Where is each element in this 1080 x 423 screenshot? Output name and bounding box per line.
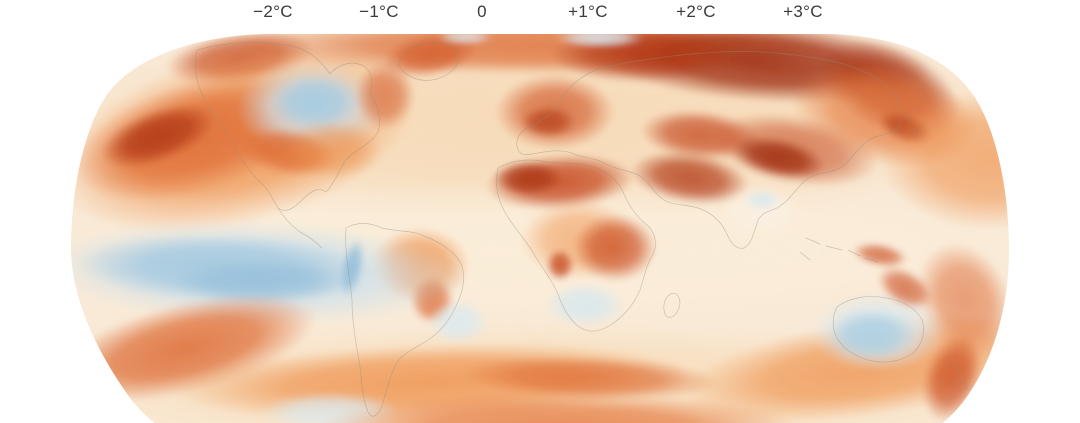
coastline-path: [663, 292, 681, 318]
anomaly-region-congo-core: [546, 249, 574, 281]
temperature-colorbar-legend: −2°C −1°C 0 +1°C +2°C +3°C: [0, 0, 1080, 24]
coastline-path: [832, 296, 924, 363]
coastline-path: [799, 237, 879, 263]
coastline-path: [345, 223, 464, 417]
anomaly-region-satl-band-core: [460, 355, 720, 401]
anomaly-region-india-cool-speck: [744, 190, 780, 210]
coastline-path: [516, 51, 902, 249]
anomaly-region-queensland-warm: [877, 266, 933, 310]
anomaly-region-us-plains-warm: [282, 120, 382, 180]
anomaly-region-south-africa-blue: [545, 283, 625, 327]
legend-tick-minus1: −1°C: [359, 2, 399, 21]
anomaly-region-eq-pacific-core-2: [172, 260, 352, 304]
anomaly-region-arctic-blue-speck-2: [437, 34, 493, 44]
coastline-path: [905, 113, 919, 139]
anomaly-region-brazil-east-cool: [428, 300, 488, 344]
coastline-path: [397, 41, 459, 81]
anomaly-region-labrador-warm: [355, 60, 415, 130]
coastline-path: [496, 159, 656, 332]
anomaly-region-arctic-blue-speck-1: [555, 34, 645, 47]
anomaly-region-peru-coast-blue: [339, 238, 365, 298]
legend-tick-plus3: +3°C: [783, 2, 823, 21]
anomaly-region-australia-cool-core: [827, 309, 917, 361]
anomaly-region-europe-core: [520, 106, 576, 138]
anomaly-region-india-pale: [720, 185, 800, 235]
anomaly-region-spac-band-west: [70, 293, 317, 403]
legend-tick-plus2: +2°C: [676, 2, 716, 21]
anomaly-region-southern-ocean-core: [320, 393, 800, 423]
coastline-path: [277, 207, 323, 249]
anomaly-region-east-africa-orange: [573, 214, 657, 282]
coastline-path: [951, 359, 969, 391]
legend-tick-zero: 0: [477, 2, 487, 21]
anomaly-region-ne-pacific-core: [100, 104, 216, 168]
anomaly-region-npac-east-band: [880, 90, 1010, 230]
anomaly-region-sahara-core: [493, 160, 563, 196]
anomaly-blob-layer: [70, 34, 1010, 423]
legend-tick-minus2: −2°C: [253, 2, 293, 21]
anomaly-region-mideast-red: [630, 150, 750, 206]
anomaly-region-tibet-core: [730, 136, 826, 180]
coastline-path: [194, 42, 380, 211]
anomaly-region-newguinea-warm: [852, 242, 908, 268]
legend-tick-plus1: +1°C: [568, 2, 608, 21]
coastline-layer: [194, 41, 969, 417]
anomaly-region-canada-blue-core: [270, 74, 360, 130]
